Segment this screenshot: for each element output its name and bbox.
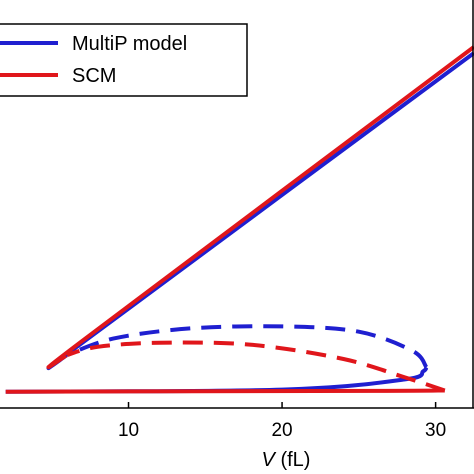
- x-axis-unit: (fL): [275, 449, 311, 471]
- legend-box: [0, 23, 248, 97]
- axes: [0, 0, 474, 409]
- x-tick-label-30: 30: [425, 420, 446, 441]
- x-tick-label-10: 10: [118, 420, 139, 441]
- x-axis-label: V (fL): [262, 449, 311, 471]
- series-scm-dashed-line-1: [66, 340, 446, 393]
- series-multip-solid-line-0: [5, 366, 429, 394]
- plot-lines: [5, 45, 474, 394]
- x-axis-symbol: V: [262, 449, 277, 471]
- series-scm-solid-line-2: [46, 45, 474, 370]
- legend: MultiP model SCM: [0, 23, 248, 97]
- legend-label-1: SCM: [72, 65, 116, 87]
- x-tick-label-20: 20: [271, 420, 292, 441]
- series-multip-dashed-line-1: [66, 324, 429, 369]
- series-multip-solid-line-2: [46, 51, 474, 371]
- series-scm-solid-line-0: [5, 388, 445, 394]
- x-ticks: 10 20 30: [118, 402, 446, 441]
- legend-label-0: MultiP model: [72, 33, 187, 55]
